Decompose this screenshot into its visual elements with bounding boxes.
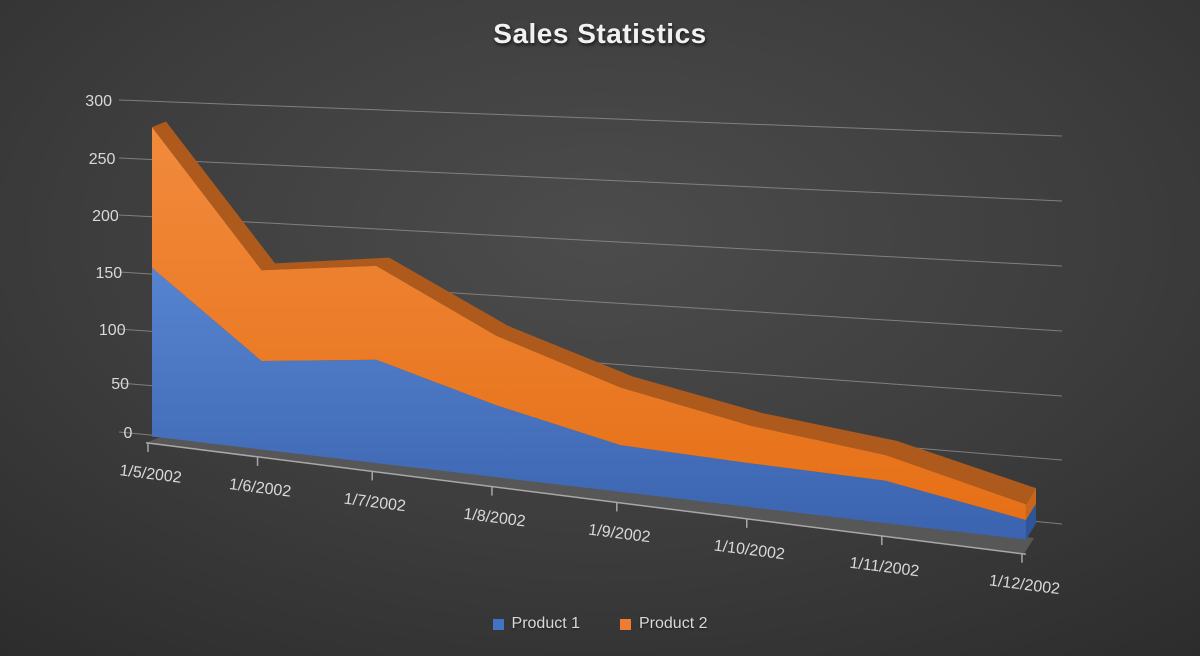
y-axis-label: 100 (99, 322, 126, 339)
gridline (118, 157, 1063, 202)
y-axis: 300 250 200 150 100 50 0 (85, 93, 132, 442)
chart-title: Sales Statistics (493, 18, 707, 49)
y-axis-label: 250 (89, 151, 116, 168)
legend-label-product-1: Product 1 (511, 615, 580, 632)
y-axis-label: 200 (92, 208, 119, 225)
y-axis-label: 0 (123, 425, 132, 442)
y-axis-label: 50 (111, 376, 129, 393)
legend: Product 1 Product 2 (0, 615, 1200, 633)
y-axis-label: 150 (95, 265, 122, 282)
series-side-product-1 (1025, 503, 1036, 540)
x-axis-label: 1/11/2002 (849, 555, 921, 581)
x-axis-label: 1/8/2002 (463, 506, 527, 531)
x-axis-label: 1/9/2002 (587, 522, 651, 547)
legend-label-product-2: Product 2 (639, 615, 708, 632)
x-axis: 1/5/2002 1/6/2002 1/7/2002 1/8/2002 1/9/2002… (119, 442, 1061, 598)
x-axis-label: 1/7/2002 (343, 491, 407, 516)
gridline (118, 99, 1063, 137)
series-area-product-1[interactable] (152, 267, 1026, 540)
series-area-product-2[interactable] (152, 127, 1026, 520)
legend-swatch-product-1 (492, 618, 504, 630)
x-axis-label: 1/12/2002 (988, 572, 1061, 598)
gridline (118, 214, 1063, 267)
legend-item-product-1[interactable]: Product 1 (492, 615, 580, 633)
series-side-product-2 (1025, 488, 1036, 520)
x-axis-label: 1/6/2002 (228, 476, 292, 501)
x-axis-line (145, 442, 1027, 555)
series-top-face-product-2 (152, 121, 1036, 505)
legend-swatch-product-2 (620, 618, 631, 630)
y-axis-label: 300 (85, 93, 112, 110)
chart-floor (146, 437, 1035, 554)
x-axis-label: 1/10/2002 (713, 538, 786, 564)
legend-item-product-2[interactable]: Product 2 (620, 615, 707, 633)
x-axis-label: 1/5/2002 (119, 462, 183, 487)
